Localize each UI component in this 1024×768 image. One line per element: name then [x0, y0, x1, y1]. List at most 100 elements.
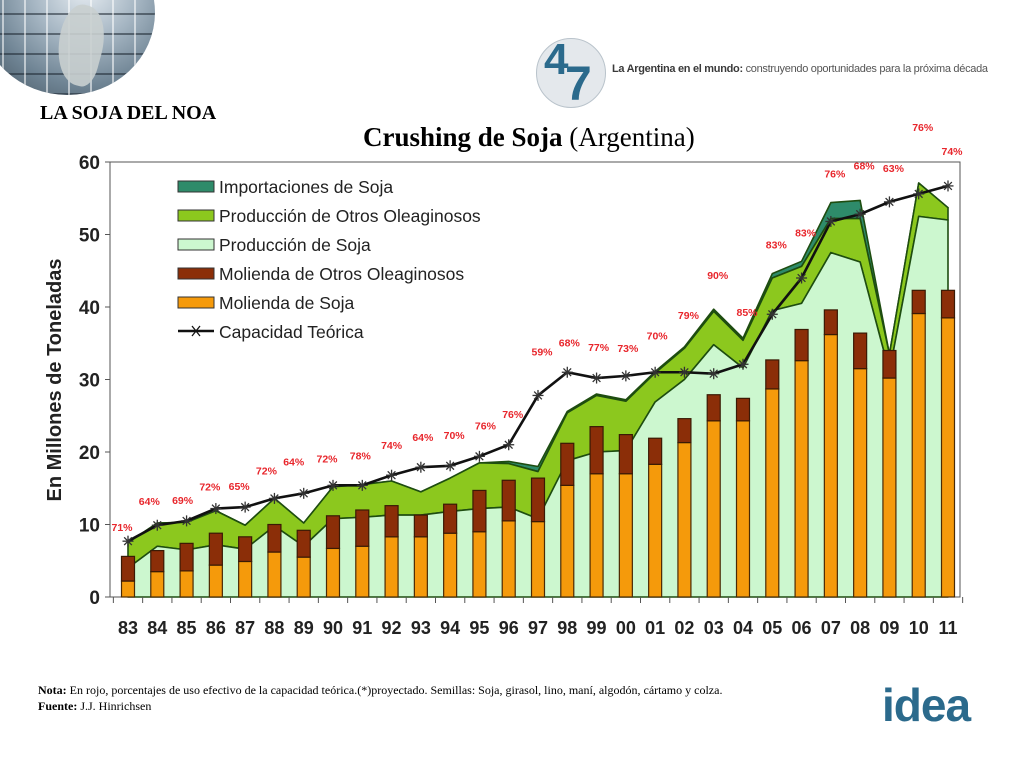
x-tick-label: 03 — [704, 618, 724, 638]
x-tick-label: 04 — [733, 618, 753, 638]
capacidad-marker — [415, 461, 427, 473]
capacidad-marker — [883, 196, 895, 208]
bar-molienda-soja — [150, 571, 165, 598]
asterisk-stroke — [855, 209, 865, 219]
y-tick-label: 40 — [79, 298, 100, 319]
capacidad-marker — [356, 479, 368, 491]
footer-note: Nota: En rojo, porcentajes de uso efecti… — [38, 682, 722, 714]
pct-label: 76% — [502, 409, 524, 421]
legend-swatch — [177, 209, 215, 222]
x-tick-label: 85 — [177, 618, 197, 638]
asterisk-stroke — [943, 181, 953, 191]
bar-molienda-soja — [472, 531, 487, 598]
legend-swatch — [177, 180, 215, 193]
pct-label: 71% — [111, 522, 133, 534]
x-tick-label: 95 — [469, 618, 489, 638]
bar-molienda-otros — [853, 332, 868, 370]
bar-molienda-soja — [443, 532, 458, 598]
pct-label: 76% — [912, 122, 934, 134]
capacidad-marker — [239, 501, 251, 513]
legend-item-importaciones: Importaciones de Soja — [177, 177, 393, 197]
bar-molienda-otros — [501, 479, 516, 522]
bar-molienda-soja — [501, 520, 516, 598]
legend-item-molienda_soja: Molienda de Soja — [177, 293, 354, 313]
capacidad-marker — [737, 358, 749, 370]
asterisk-stroke — [123, 536, 133, 546]
pct-label: 77% — [588, 342, 610, 354]
y-tick-label: 10 — [79, 516, 100, 537]
bar-molienda-soja — [325, 547, 341, 598]
legend-label: Importaciones de Soja — [219, 177, 393, 197]
bar-molienda-otros — [677, 418, 692, 444]
asterisk-stroke — [299, 489, 309, 498]
bar-molienda-otros — [765, 359, 780, 390]
bar-molienda-soja — [911, 312, 926, 598]
pct-label: 72% — [199, 482, 221, 494]
bar-molienda-otros — [735, 397, 751, 422]
capacidad-marker — [942, 180, 954, 192]
bar-molienda-otros — [267, 523, 282, 553]
x-tick-label: 90 — [323, 618, 343, 638]
legend-label: Molienda de Soja — [219, 293, 354, 313]
nota-text: En rojo, porcentajes de uso efectivo de … — [66, 683, 723, 697]
bar-molienda-otros — [443, 503, 458, 534]
capacidad-marker — [561, 366, 573, 378]
bar-molienda-soja — [179, 570, 194, 598]
x-tick-label: 91 — [352, 618, 372, 638]
legend-item-otros_oleaginosos_prod: Producción de Otros Oleaginosos — [177, 206, 481, 226]
bar-molienda-otros — [238, 536, 253, 563]
bar-molienda-soja — [384, 536, 399, 598]
logo-47-digit-7: 7 — [565, 58, 592, 111]
asterisk-stroke — [592, 373, 601, 383]
bar-molienda-otros — [120, 555, 136, 582]
bar-molienda-otros — [589, 426, 604, 475]
bar-molienda-soja — [706, 420, 721, 598]
x-tick-label: 99 — [587, 618, 607, 638]
asterisk-stroke — [533, 391, 543, 400]
x-tick-label: 05 — [762, 618, 782, 638]
capacidad-marker — [181, 515, 193, 527]
asterisk-stroke — [797, 273, 806, 283]
pct-label: 64% — [412, 432, 434, 444]
pct-label: 85% — [736, 307, 758, 319]
pct-label: 74% — [381, 440, 403, 452]
bar-molienda-otros — [296, 529, 311, 558]
y-axis-label: En Millones de Toneladas — [44, 258, 66, 501]
y-tick-label: 60 — [79, 153, 100, 174]
bar-molienda-soja — [882, 377, 897, 598]
x-tick-label: 96 — [499, 618, 519, 638]
y-tick-label: 0 — [89, 588, 100, 609]
bar-molienda-otros — [560, 442, 575, 486]
bar-molienda-otros — [355, 509, 370, 547]
legend-item-molienda_otros: Molienda de Otros Oleaginosos — [177, 264, 464, 284]
asterisk-stroke — [416, 462, 426, 472]
bar-molienda-soja — [296, 556, 311, 598]
asterisk-stroke — [328, 481, 338, 490]
asterisk-stroke — [270, 494, 279, 503]
bar-molienda-soja — [618, 473, 633, 598]
legend-swatch — [177, 238, 215, 251]
capacidad-marker — [503, 439, 515, 451]
capacidad-marker — [913, 188, 925, 200]
logo-47: 4 7 — [536, 35, 606, 111]
bar-molienda-otros — [384, 505, 399, 538]
asterisk-stroke — [562, 367, 572, 377]
capacidad-marker — [649, 366, 661, 378]
tagline: La Argentina en el mundo: construyendo o… — [612, 63, 988, 75]
bar-molienda-soja — [765, 388, 780, 598]
asterisk-stroke — [182, 516, 191, 526]
bar-molienda-otros — [882, 349, 897, 379]
x-tick-label: 10 — [909, 618, 929, 638]
pct-label: 74% — [941, 146, 963, 158]
pct-label: 79% — [678, 310, 700, 322]
capacidad-marker — [327, 479, 339, 491]
bar-molienda-soja — [413, 536, 428, 598]
asterisk-stroke — [738, 359, 748, 369]
x-tick-label: 84 — [147, 618, 167, 638]
bar-molienda-soja — [823, 333, 838, 598]
x-tick-label: 02 — [674, 618, 694, 638]
y-tick-label: 50 — [79, 226, 100, 247]
fuente-text: J.J. Hinrichsen — [77, 699, 152, 713]
bar-molienda-soja — [940, 317, 956, 598]
idea-logo: idea — [882, 678, 971, 732]
